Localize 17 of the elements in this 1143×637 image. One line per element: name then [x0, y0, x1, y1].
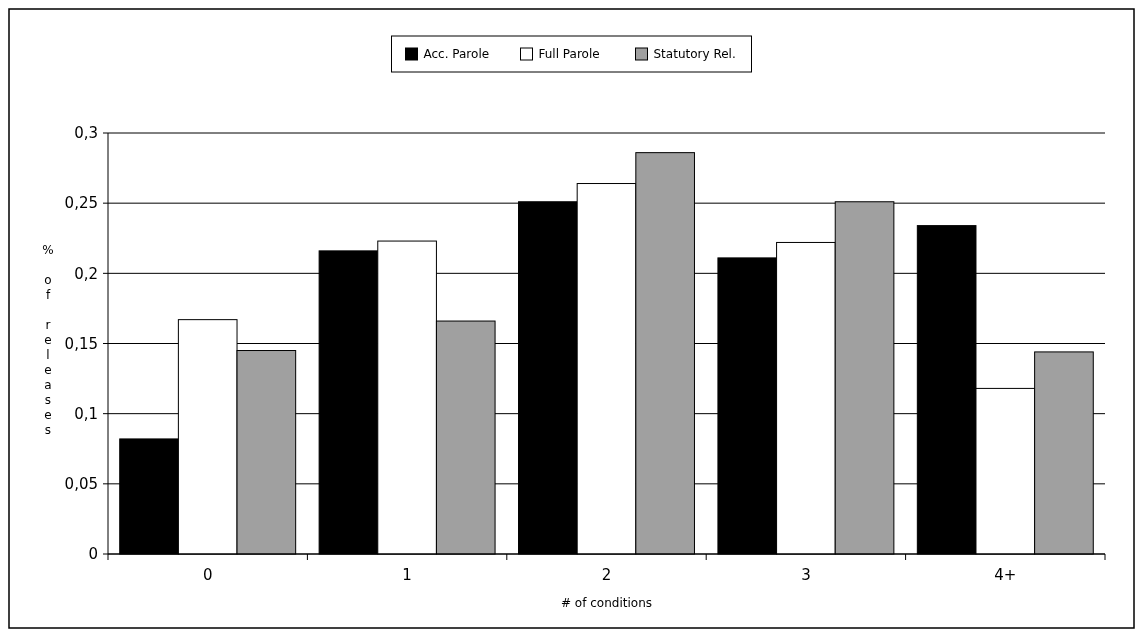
x-tick-label: 1	[402, 566, 412, 584]
x-tick-label: 2	[601, 566, 612, 584]
legend-label: Acc. Parole	[423, 47, 490, 62]
legend-label: Full Parole	[538, 47, 600, 62]
y-tick-label: 0,2	[74, 264, 98, 283]
y-tick-label: 0,25	[64, 194, 98, 213]
y-tick-label: 0,1	[74, 404, 98, 423]
x-axis-title: # of conditions	[561, 596, 652, 610]
legend-label: Statutory Rel.	[653, 47, 736, 62]
x-tick-label: 4+	[994, 566, 1017, 584]
x-tick-label: 3	[801, 566, 811, 584]
y-tick-label: 0,15	[64, 334, 98, 353]
y-tick-label: 0,05	[64, 475, 98, 494]
x-tick-label: 0	[202, 566, 213, 584]
text: % of releases	[42, 243, 54, 437]
y-tick-label: 0,3	[74, 124, 98, 143]
y-tick-label: 0	[88, 545, 98, 564]
